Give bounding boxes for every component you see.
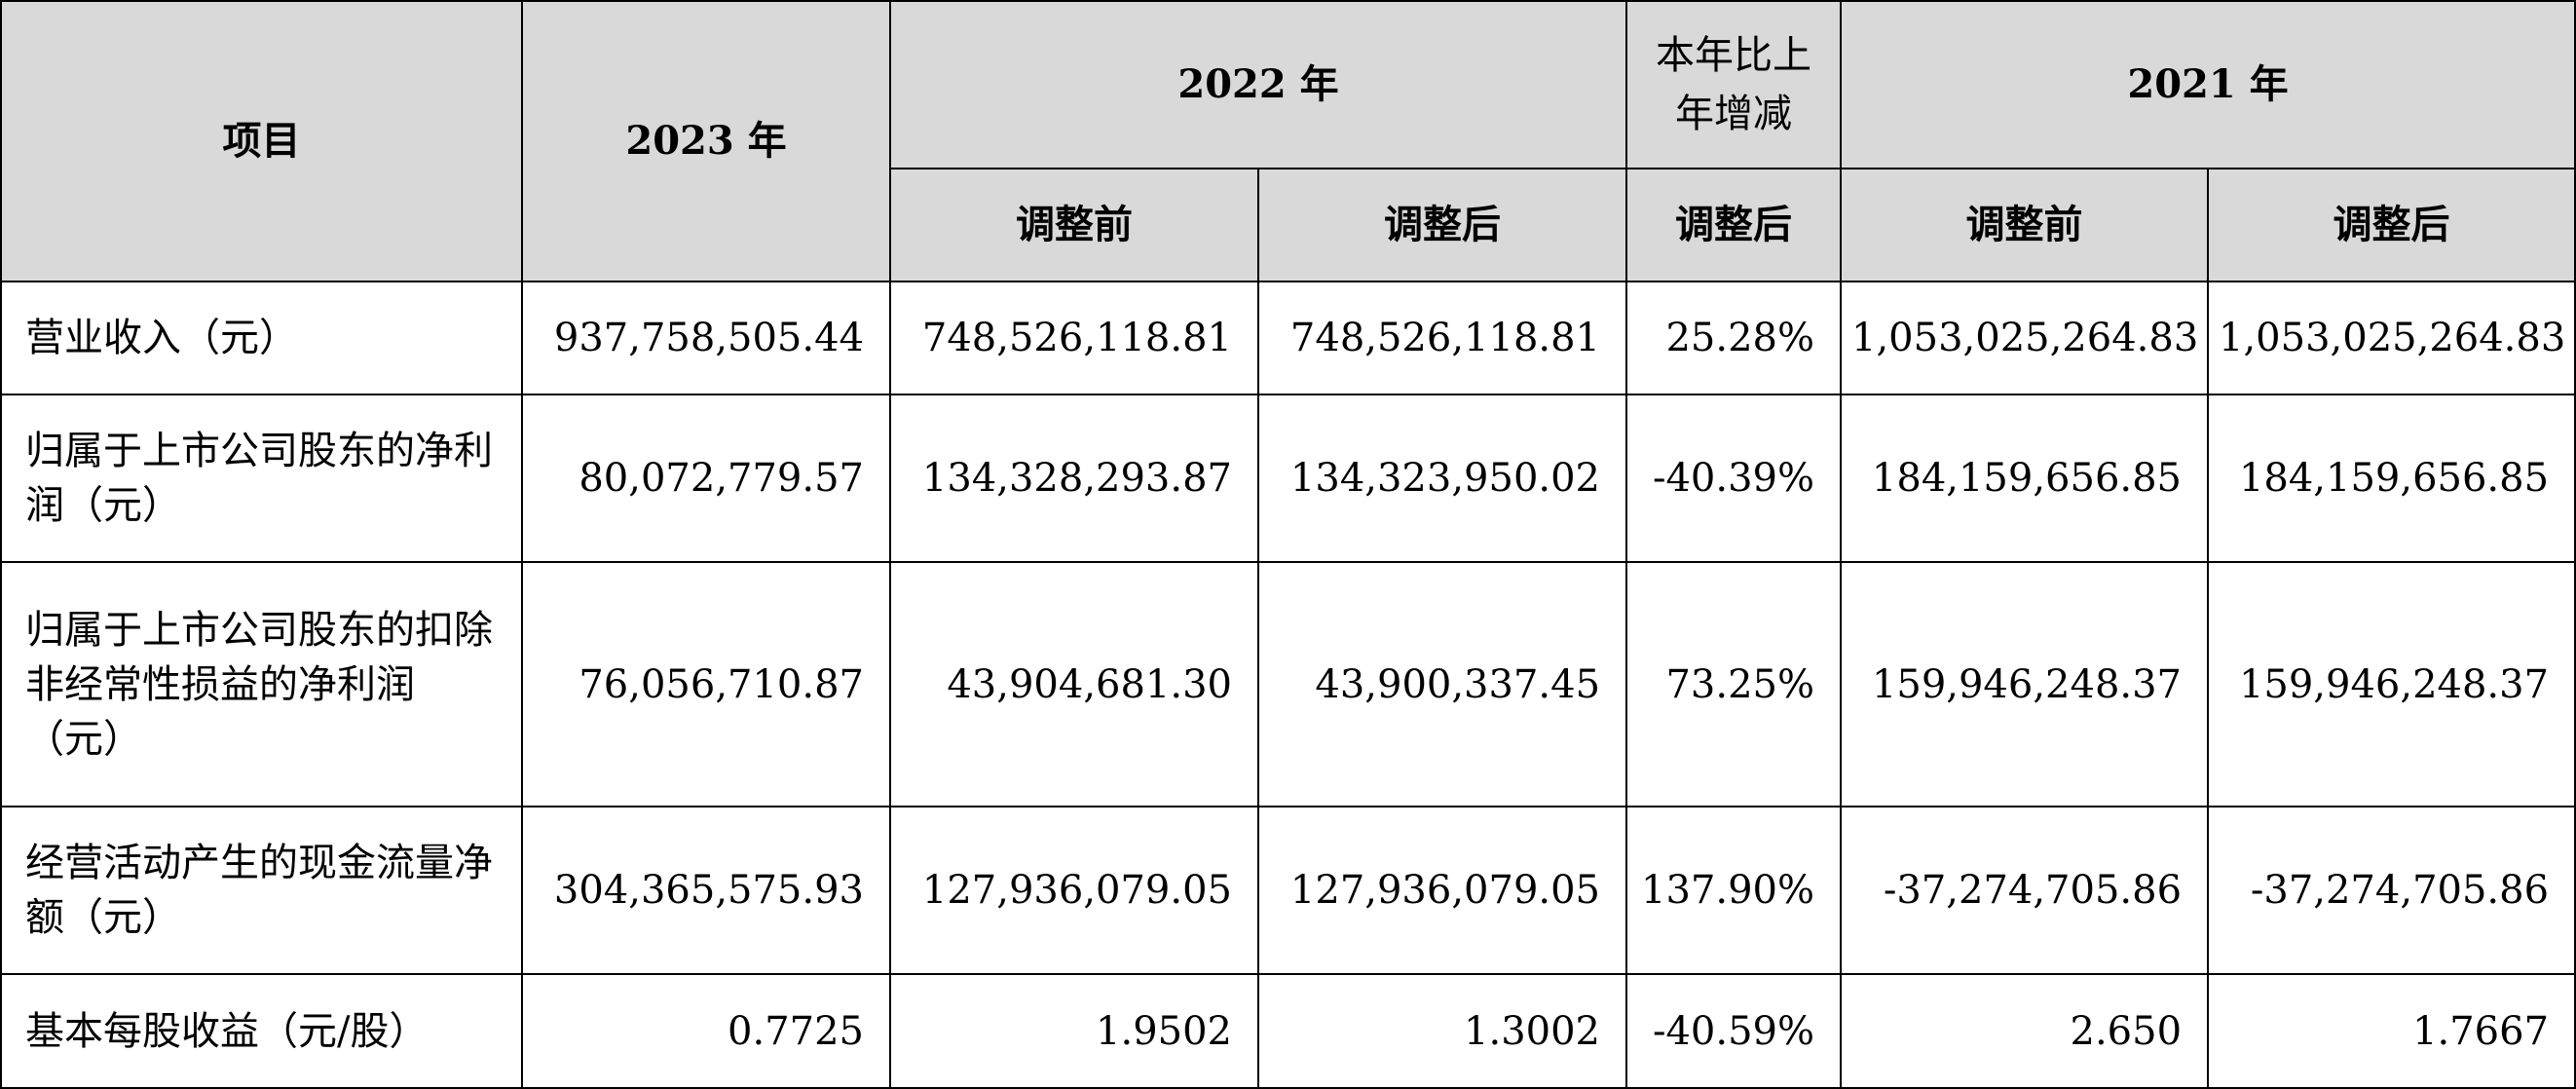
value-2022-after: 748,526,118.81 <box>1256 281 1628 395</box>
header-item: 项目 <box>0 0 523 282</box>
value-2022-before: 127,936,079.05 <box>889 806 1259 975</box>
header-2022-after-adjustment: 调整后 <box>1256 168 1628 282</box>
header-2021-after-adjustment: 调整后 <box>2207 168 2576 282</box>
header-yoy-change-line1: 本年比上 <box>1656 33 1812 78</box>
header-2023: 2023 年 <box>521 0 891 282</box>
value-2021-before: 1,053,025,264.83 <box>1840 281 2210 395</box>
table-row: 基本每股收益（元/股） 0.7725 1.9502 1.3002 -40.59%… <box>0 973 2576 1089</box>
value-change: -40.59% <box>1625 973 1843 1089</box>
value-change: -40.39% <box>1625 394 1843 563</box>
value-2022-before: 134,328,293.87 <box>889 394 1259 563</box>
header-row-2: 调整前 调整后 调整后 调整前 调整后 <box>1 168 2576 282</box>
value-2023: 80,072,779.57 <box>521 394 891 563</box>
value-2021-before: 2.650 <box>1840 973 2210 1089</box>
value-change: 73.25% <box>1625 561 1843 807</box>
value-2021-after: 184,159,656.85 <box>2207 394 2576 563</box>
value-2022-before: 748,526,118.81 <box>889 281 1259 395</box>
header-2021-before-adjustment: 调整前 <box>1840 168 2210 282</box>
header-row-1: 项目 2023 年 2022 年 本年比上 年增减 2021 年 <box>0 0 2576 282</box>
row-label: 归属于上市公司股东的扣除非经常性损益的净利润（元） <box>0 561 523 807</box>
header-yoy-change: 本年比上 年增减 <box>1625 0 1843 169</box>
header-2022: 2022 年 <box>888 0 1628 169</box>
row-label: 营业收入（元） <box>0 281 523 395</box>
table-row: 经营活动产生的现金流量净额（元） 304,365,575.93 127,936,… <box>0 806 2576 975</box>
value-change: 137.90% <box>1625 806 1843 975</box>
header-2021: 2021 年 <box>1840 0 2576 169</box>
row-label: 基本每股收益（元/股） <box>0 973 523 1089</box>
value-2023: 76,056,710.87 <box>521 561 891 807</box>
value-2022-before: 43,904,681.30 <box>889 561 1259 807</box>
value-2022-after: 134,323,950.02 <box>1256 394 1628 563</box>
table-row: 归属于上市公司股东的净利润（元） 80,072,779.57 134,328,2… <box>0 394 2576 563</box>
value-2021-after: 1.7667 <box>2207 973 2576 1089</box>
header-change-after-adjustment: 调整后 <box>1625 168 1843 282</box>
value-2021-after: -37,274,705.86 <box>2207 806 2576 975</box>
value-2021-before: 159,946,248.37 <box>1840 561 2210 807</box>
table-row: 营业收入（元） 937,758,505.44 748,526,118.81 74… <box>0 281 2576 395</box>
row-label: 归属于上市公司股东的净利润（元） <box>0 394 523 563</box>
value-2022-after: 127,936,079.05 <box>1256 806 1628 975</box>
row-label: 经营活动产生的现金流量净额（元） <box>0 806 523 975</box>
value-2021-before: 184,159,656.85 <box>1840 394 2210 563</box>
value-2021-before: -37,274,705.86 <box>1840 806 2210 975</box>
header-2022-before-adjustment: 调整前 <box>889 168 1259 282</box>
value-2023: 937,758,505.44 <box>521 281 891 395</box>
value-2023: 304,365,575.93 <box>521 806 891 975</box>
value-change: 25.28% <box>1625 281 1843 395</box>
value-2022-after: 43,900,337.45 <box>1256 561 1628 807</box>
value-2021-after: 159,946,248.37 <box>2207 561 2576 807</box>
value-2023: 0.7725 <box>521 973 891 1089</box>
value-2021-after: 1,053,025,264.83 <box>2207 281 2576 395</box>
header-yoy-change-line2: 年增减 <box>1675 92 1793 136</box>
value-2022-before: 1.9502 <box>889 973 1259 1089</box>
table-row: 归属于上市公司股东的扣除非经常性损益的净利润（元） 76,056,710.87 … <box>0 561 2576 807</box>
value-2022-after: 1.3002 <box>1256 973 1628 1089</box>
